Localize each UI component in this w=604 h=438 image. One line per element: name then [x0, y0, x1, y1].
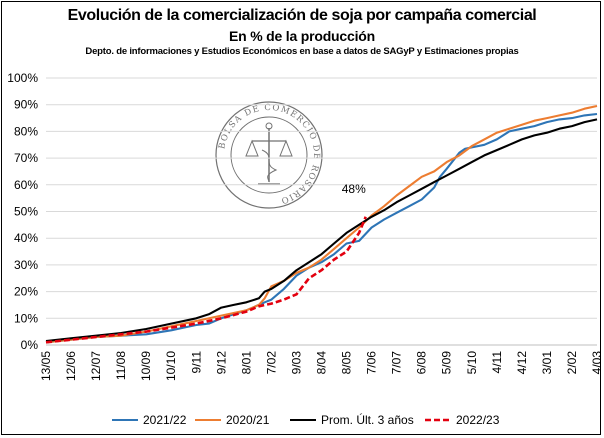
legend-label: 2021/22	[143, 413, 187, 427]
series-line-2	[45, 104, 598, 344]
bolsa-comercio-rosario-seal: BOLSA DE COMERCIO DE ROSARIO	[215, 101, 323, 209]
x-tick-label: 9/03	[289, 351, 303, 375]
current-value-annotation: 48%	[342, 182, 366, 196]
y-tick-label: 80%	[14, 124, 38, 138]
x-tick-label: 12/07	[89, 351, 103, 381]
series-line-4	[45, 216, 367, 344]
series-line-3	[45, 118, 598, 343]
x-tick-label: 10/10	[164, 351, 178, 381]
y-tick-label: 50%	[14, 205, 38, 219]
legend-label: Prom. Últ. 3 años	[321, 412, 414, 427]
x-tick-label: 4/11	[490, 351, 504, 374]
y-tick-label: 90%	[14, 98, 38, 112]
series-line-1	[45, 112, 598, 344]
y-tick-label: 0%	[21, 338, 39, 352]
legend: 2021/22 2020/21 Prom. Últ. 3 años 2022/23	[112, 412, 500, 427]
x-tick-label: 10/09	[139, 351, 153, 381]
x-tick-label: 2/02	[565, 351, 579, 375]
x-tick-label: 5/09	[440, 351, 454, 375]
x-tick-label: 5/10	[465, 351, 479, 375]
x-tick-label: 8/01	[239, 351, 253, 375]
y-axis: 0% 10% 20% 30% 40% 50% 60% 70% 80% 90% 100%	[7, 71, 38, 352]
chart-title: Evolución de la comercialización de soja…	[67, 7, 537, 24]
y-tick-label: 100%	[7, 71, 38, 85]
x-tick-label: 7/02	[264, 351, 278, 375]
x-tick-label: 9/12	[214, 351, 228, 375]
x-axis: 13/05 12/06 12/07 11/08 10/09 10/10 9/11 9/12 8/…	[39, 344, 604, 381]
x-tick-label: 4/12	[515, 351, 529, 375]
series-lines	[45, 104, 598, 344]
x-tick-label: 8/04	[315, 351, 329, 375]
y-tick-label: 70%	[14, 151, 38, 165]
y-tick-label: 60%	[14, 178, 38, 192]
chart-subtitle: En % de la producción	[229, 28, 375, 44]
y-tick-label: 10%	[14, 311, 38, 325]
x-tick-label: 12/06	[64, 351, 78, 381]
x-tick-label: 3/01	[540, 351, 554, 375]
legend-label: 2022/23	[456, 413, 500, 427]
source-note: Depto. de informaciones y Estudios Econó…	[85, 46, 519, 57]
x-tick-label: 11/08	[114, 351, 128, 380]
x-tick-label: 7/06	[365, 351, 379, 375]
legend-label: 2020/21	[226, 413, 270, 427]
x-tick-label: 9/11	[189, 351, 203, 374]
x-tick-label: 4/03	[590, 351, 604, 375]
y-tick-label: 20%	[14, 285, 38, 299]
y-gridlines	[46, 77, 597, 346]
x-tick-label: 7/07	[390, 351, 404, 375]
x-tick-label: 8/05	[340, 351, 354, 375]
x-tick-label: 6/08	[415, 351, 429, 375]
y-tick-label: 40%	[14, 231, 38, 245]
y-tick-label: 30%	[14, 258, 38, 272]
x-tick-label: 13/05	[39, 351, 53, 381]
